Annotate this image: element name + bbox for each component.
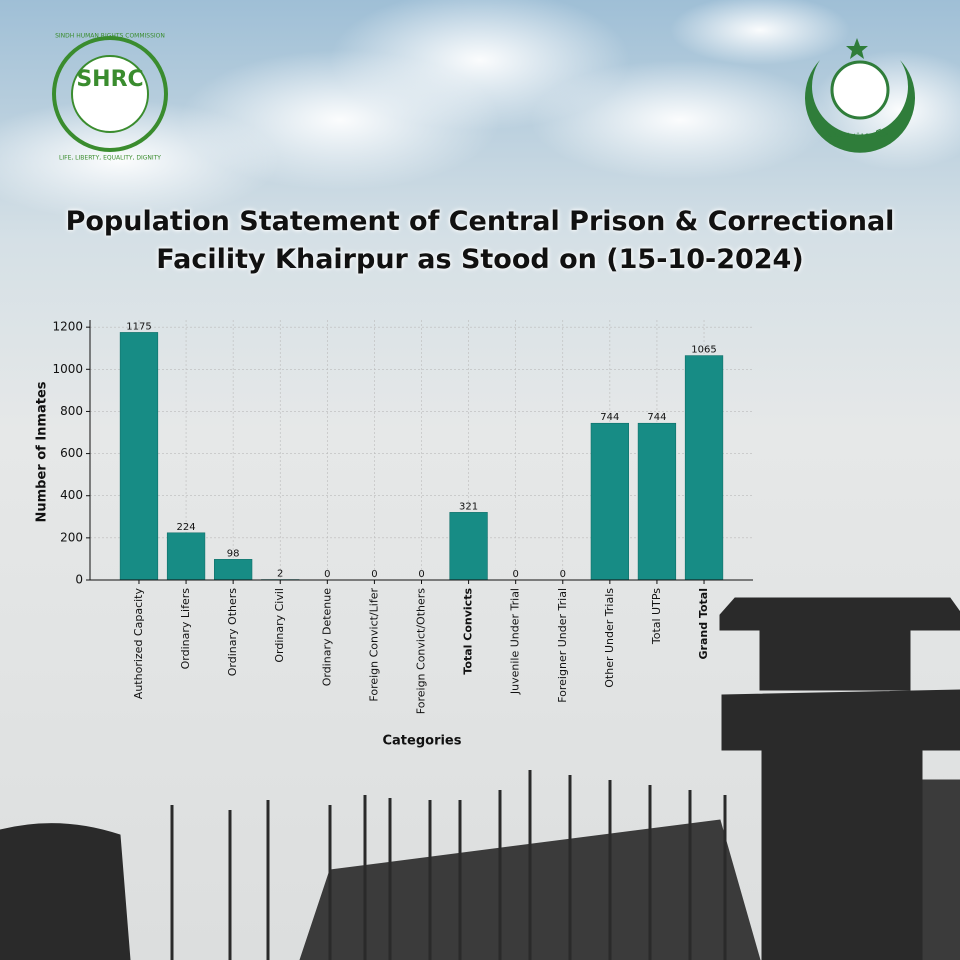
x-tick-label: Ordinary Lifers — [179, 588, 192, 670]
y-tick-label: 1000 — [52, 362, 83, 376]
x-tick-label: Total UTPs — [650, 588, 663, 645]
bar — [684, 355, 724, 581]
shrc-logo: SHRC SINDH HUMAN RIGHTS COMMISSION LIFE,… — [52, 33, 168, 162]
value-label: 0 — [512, 569, 518, 580]
x-tick-label: Ordinary Others — [226, 588, 239, 677]
x-tick-label: Authorized Capacity — [132, 588, 145, 700]
sindh-logo: حکومتِ سندھ — [804, 38, 915, 153]
value-label: 0 — [371, 569, 377, 580]
y-tick-label: 1200 — [52, 320, 83, 334]
value-label: 224 — [177, 522, 196, 533]
chart-title: Population Statement of Central Prison &… — [65, 206, 895, 275]
x-tick-label: Ordinary Detenue — [320, 588, 333, 687]
y-tick-label: 800 — [60, 404, 83, 418]
bar — [449, 512, 488, 581]
bar — [119, 332, 159, 581]
x-tick-label: Total Convicts — [462, 588, 475, 675]
value-label: 744 — [600, 412, 619, 423]
x-tick-label: Grand Total — [697, 588, 710, 659]
x-tick-label: Ordinary Civil — [273, 588, 286, 663]
value-label: 1175 — [126, 321, 151, 332]
x-tick-label: Other Under Trials — [603, 588, 616, 688]
y-axis-label: Number of Inmates — [35, 381, 50, 522]
logo-text: حکومتِ سندھ — [824, 127, 889, 140]
bar — [214, 559, 253, 581]
logo-motto: LIFE, LIBERTY, EQUALITY, DIGNITY — [59, 155, 161, 162]
x-axis-label: Categories — [382, 734, 461, 749]
y-tick-label: 0 — [75, 573, 83, 587]
value-label: 0 — [324, 569, 330, 580]
bar — [166, 532, 206, 581]
x-tick-label: Foreigner Under Trial — [556, 588, 569, 703]
y-tick-label: 600 — [60, 446, 83, 460]
x-tick-label: Foreign Convict/Lifer — [367, 588, 380, 702]
bar — [590, 422, 629, 581]
logo-name: SHRC — [76, 67, 143, 92]
bar — [637, 422, 677, 581]
value-label: 0 — [560, 569, 566, 580]
x-tick-label: Foreign Convict/Others — [415, 588, 428, 714]
prison-silhouette — [0, 597, 960, 960]
value-label: 321 — [459, 501, 478, 512]
value-label: 1065 — [691, 345, 716, 356]
value-label: 98 — [227, 548, 240, 559]
value-label: 744 — [647, 412, 666, 423]
x-tick-label: Juvenile Under Trial — [509, 588, 522, 695]
logo-org: SINDH HUMAN RIGHTS COMMISSION — [55, 33, 165, 40]
y-tick-label: 200 — [60, 530, 83, 544]
value-label: 0 — [418, 569, 424, 580]
value-label: 2 — [277, 569, 283, 580]
y-tick-label: 400 — [60, 488, 83, 502]
